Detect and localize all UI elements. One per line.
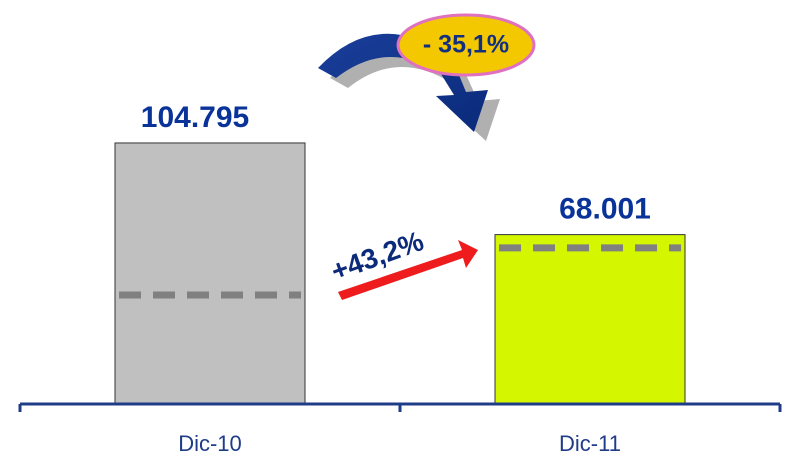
- value-label: 68.001: [559, 193, 651, 226]
- x-tick-label: Dic-11: [559, 431, 621, 456]
- value-label: 104.795: [141, 101, 249, 134]
- x-tick-label: Dic-10: [178, 431, 242, 456]
- growth-annotation: +43,2%: [327, 225, 428, 287]
- straight-arrow: [338, 240, 478, 300]
- change-annotation: - 35,1%: [423, 31, 509, 59]
- badge: [396, 13, 536, 77]
- bar: [114, 142, 306, 405]
- bar: [494, 234, 686, 405]
